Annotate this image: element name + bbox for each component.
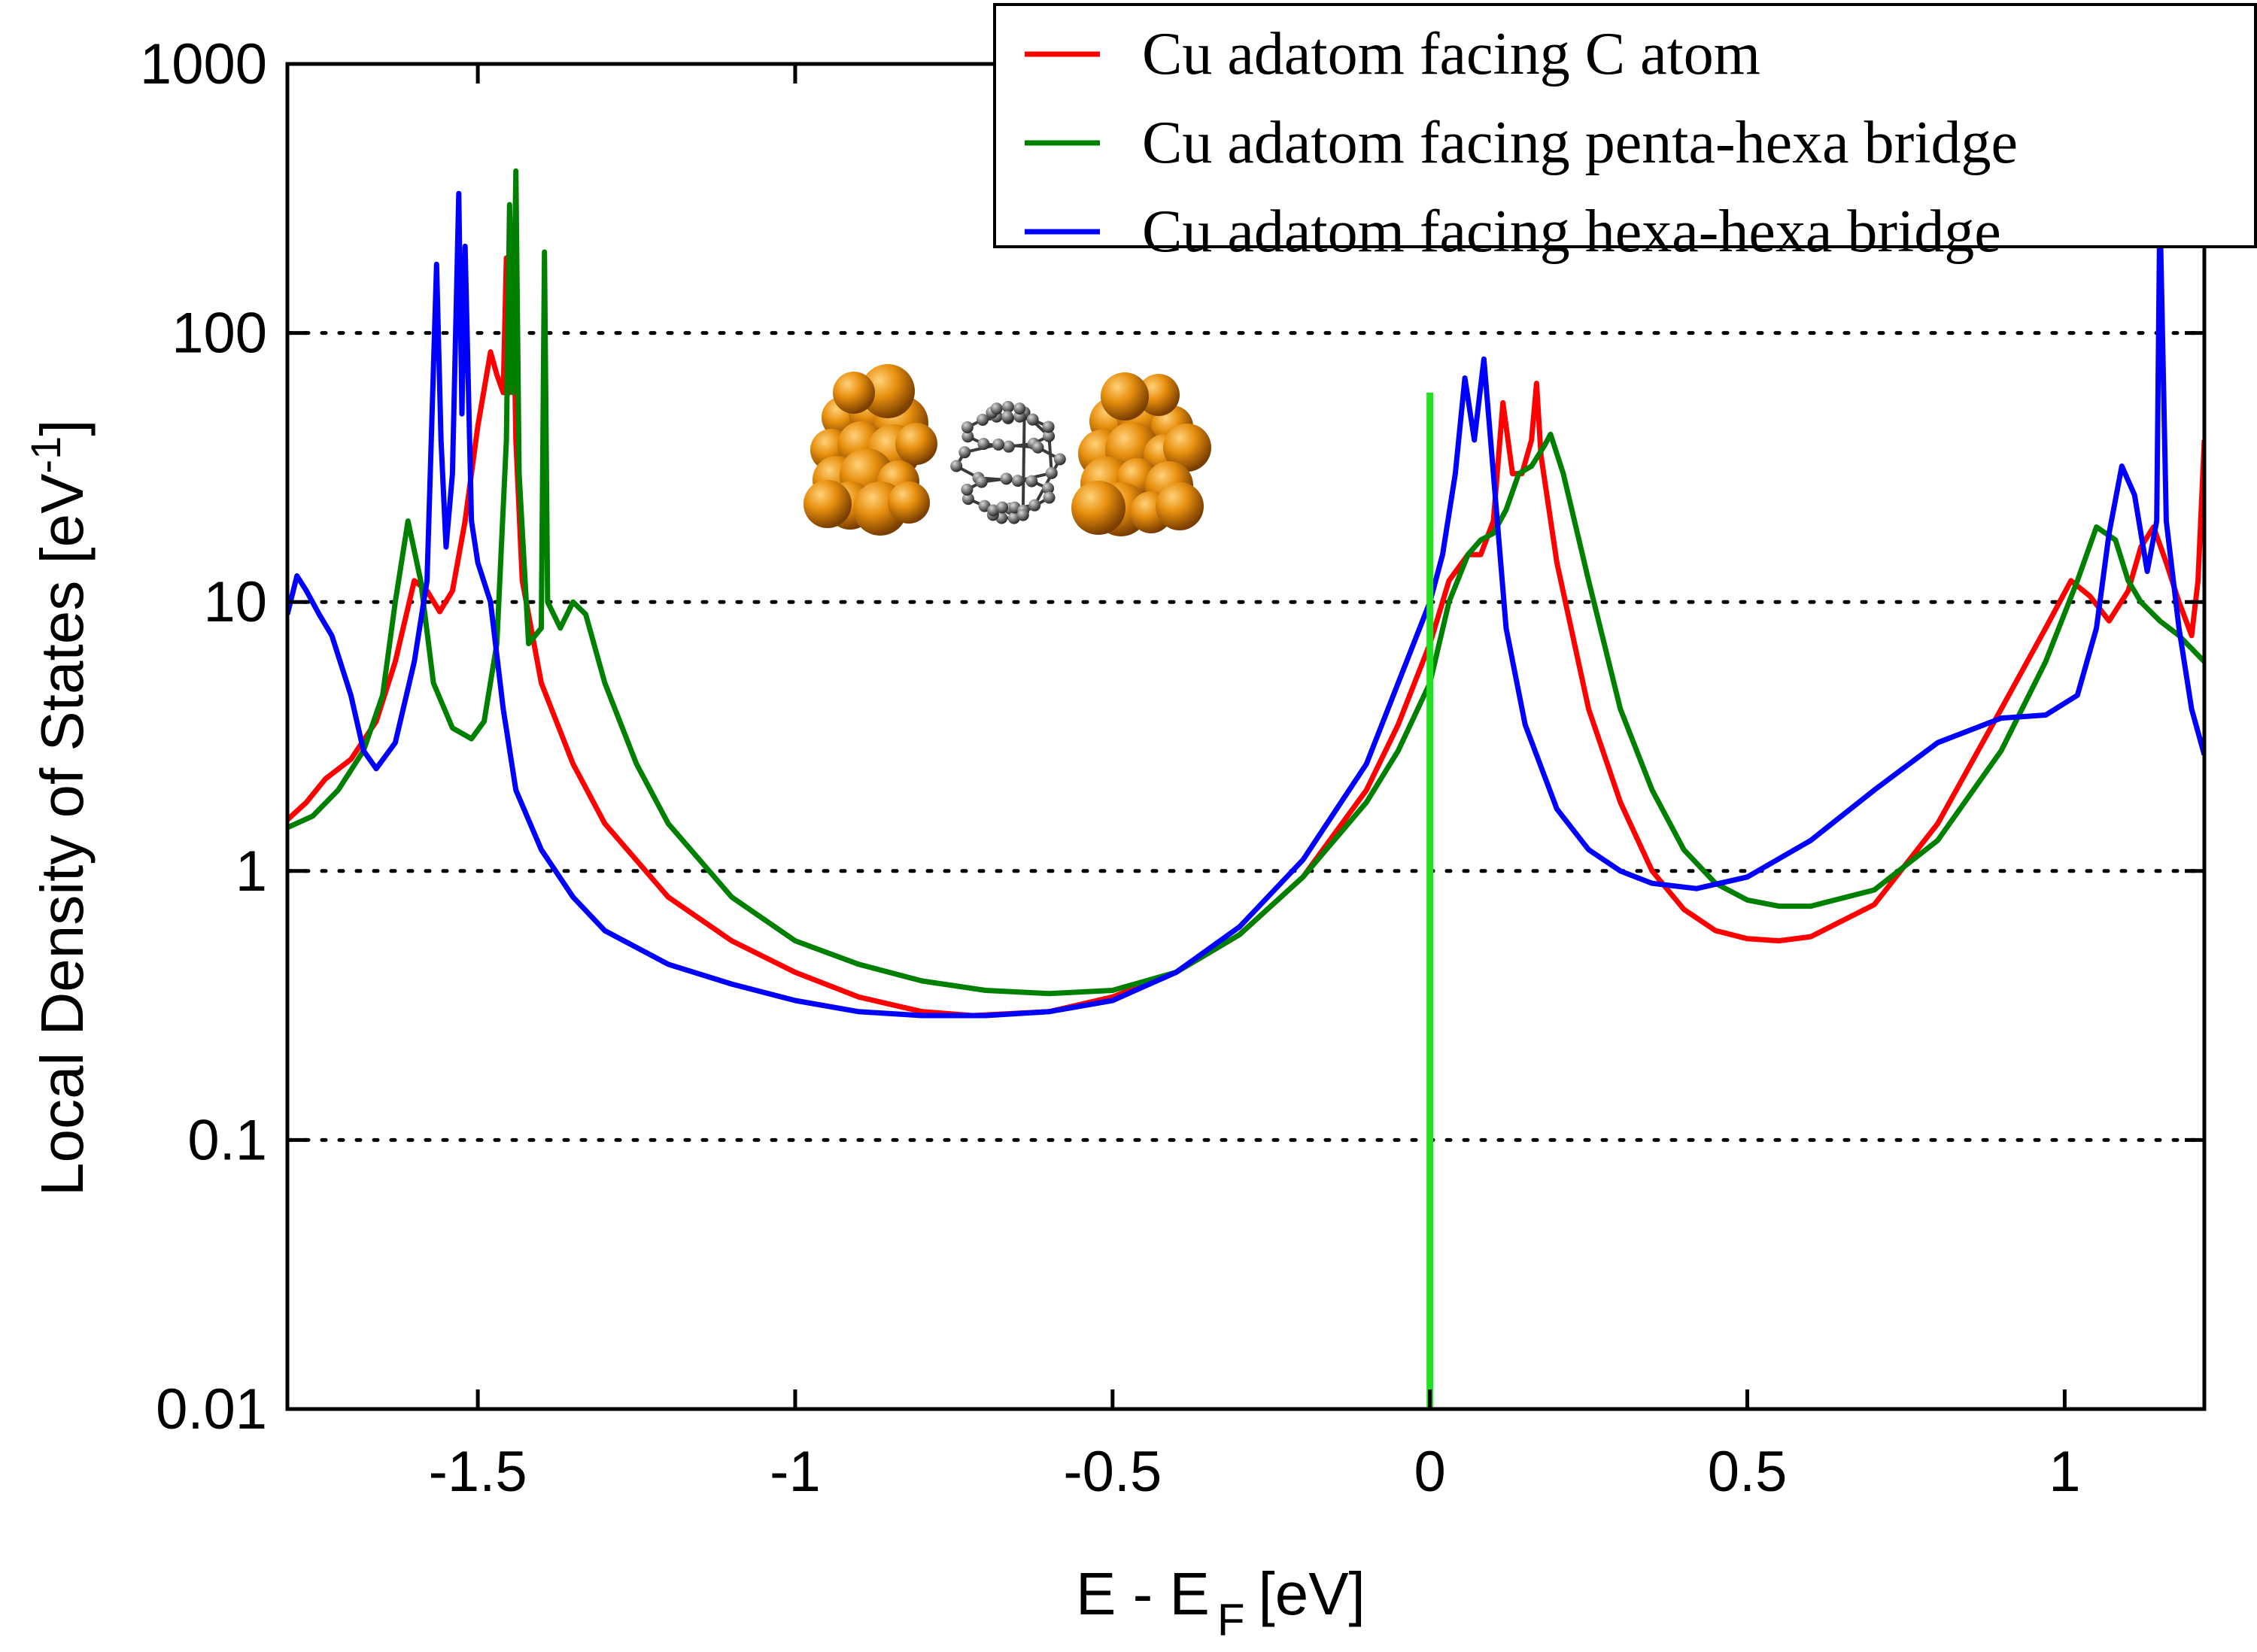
cu-cluster-right [1071,372,1211,536]
c60-atom [1043,491,1056,504]
c60-atom [1016,509,1029,521]
cu-atom [1138,374,1180,416]
c60-atom [958,446,971,459]
legend-label-0: Cu adatom facing C atom [1142,21,1760,87]
y-tick-label-2: 1 [235,840,267,903]
cu-atom [861,364,915,418]
molecule-inset-illustration [803,364,1211,536]
cu-atom [895,423,937,465]
cu-atom [1101,372,1149,421]
c60-atom [1002,440,1015,453]
cu-atom [1163,424,1211,472]
x-tick-label-2: -0.5 [1063,1440,1162,1504]
legend-label-2: Cu adatom facing hexa-hexa bridge [1142,199,2001,265]
cu-cluster-left [803,364,937,536]
y-tick-label-3: 10 [203,570,267,634]
c60-atom [1042,482,1055,495]
c60-atom [961,483,974,496]
c60-atom [1000,472,1013,485]
c60-bond [1033,458,1062,506]
c60-bond [1021,412,1026,515]
c60-atom [977,438,990,451]
c60-molecule [950,400,1066,524]
cu-atom [1071,481,1125,535]
c60-atom [1028,499,1041,512]
series-line-0 [287,243,2204,1019]
y-axis-ticks: 0.01 0.1 1 10 100 1000 [140,32,2204,1441]
c60-atom [1042,421,1055,433]
x-axis-label: E - E F [eV] [1076,1560,1365,1645]
grid-lines [285,331,2207,1142]
legend-label-1: Cu adatom facing penta-hexa bridge [1142,110,2018,176]
c60-atom [990,402,1003,415]
c60-atom [950,460,963,472]
y-axis-label: Local Density of States [eV-1] [22,419,96,1196]
c60-atom [975,475,988,488]
cu-atom [833,372,875,414]
c60-atom [1025,475,1038,487]
c60-atom [1045,466,1058,479]
series-line-2 [287,190,2204,1019]
x-tick-label-5: 1 [2049,1440,2080,1504]
c60-atom [1053,453,1066,466]
x-tick-label-0: -1.5 [429,1440,527,1504]
c60-atom [1013,402,1026,415]
x-tick-label-4: 0.5 [1708,1440,1788,1504]
c60-atom [1011,475,1024,487]
x-axis-ticks: -1.5 -1 -0.5 0 0.5 1 [429,64,2081,1504]
c60-atom [961,430,974,443]
cu-atom [888,481,930,524]
c60-atom [961,421,974,433]
legend: Cu adatom facing C atom Cu adatom facing … [993,3,2257,265]
c60-atom [1031,441,1044,454]
series-layer [287,168,2204,1019]
x-tick-label-1: -1 [770,1440,821,1504]
c60-atom [1026,413,1039,426]
y-tick-label-1: 0.1 [187,1108,267,1172]
legend-box [993,3,2257,248]
cu-atom [803,480,852,528]
c60-atom [996,501,1009,514]
c60-atom [961,493,974,506]
c60-atom [1002,400,1014,413]
c60-atom [977,413,989,426]
c60-atom [1043,430,1056,442]
y-tick-label-0: 0.01 [156,1377,267,1441]
y-tick-label-4: 100 [172,302,267,366]
cu-atom [1156,482,1204,530]
x-tick-label-3: 0 [1414,1440,1446,1504]
c60-atom [992,438,1005,451]
y-tick-label-5: 1000 [140,32,267,96]
c60-atom [1001,411,1014,424]
